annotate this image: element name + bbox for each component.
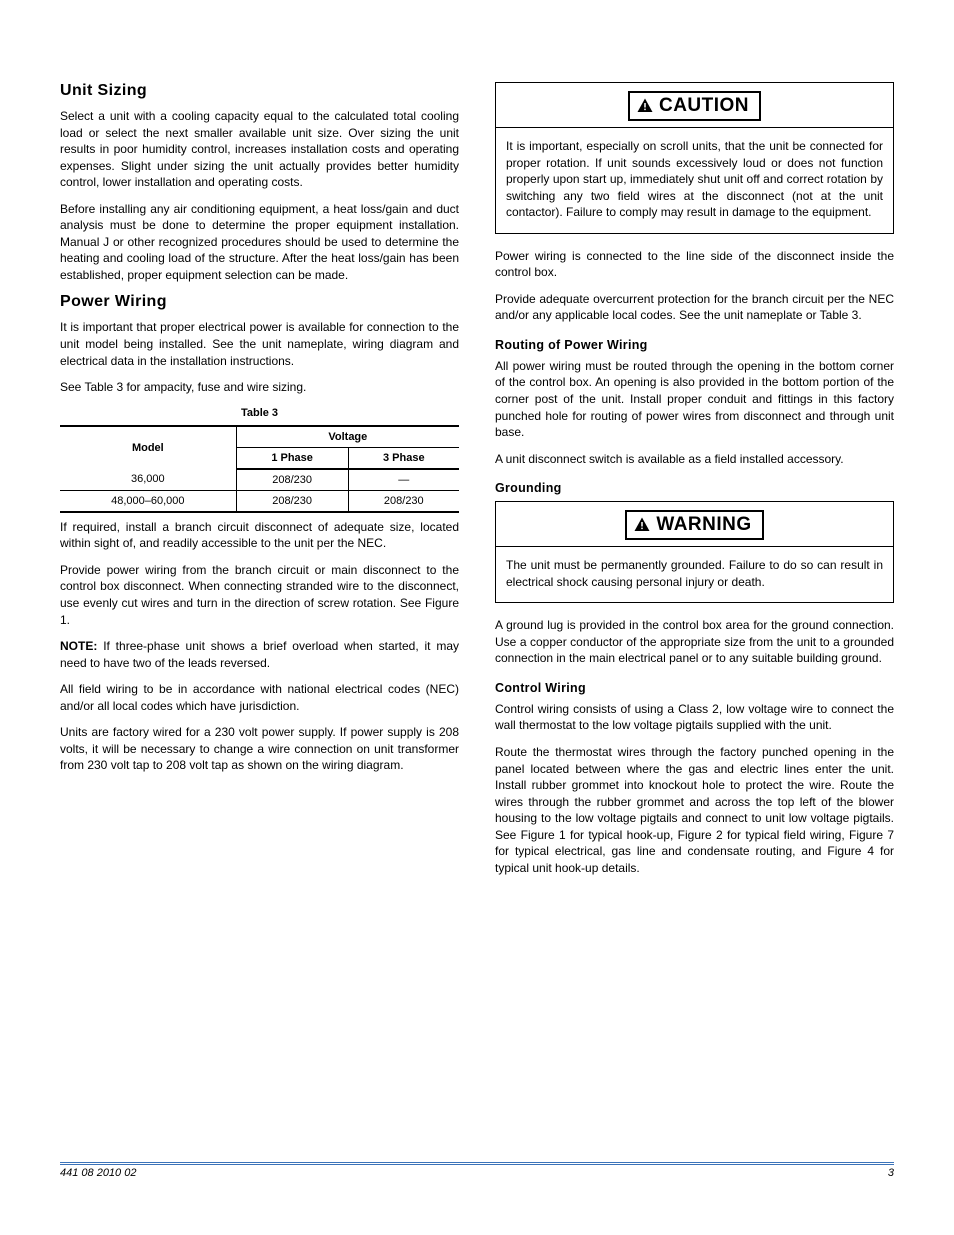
warning-triangle-icon [633, 516, 651, 534]
para-unit-sizing: Select a unit with a cooling capacity eq… [60, 108, 459, 191]
para-routing: All power wiring must be routed through … [495, 358, 894, 441]
para-field-wiring: All field wiring to be in accordance wit… [60, 681, 459, 714]
caution-box: CAUTION It is important, especially on s… [495, 82, 894, 234]
note-label: NOTE: [60, 639, 97, 653]
caution-header: CAUTION [496, 83, 893, 128]
caution-label: CAUTION [659, 95, 749, 117]
warning-body: The unit must be permanently grounded. F… [496, 547, 893, 602]
para-control-1: Control wiring consists of using a Class… [495, 701, 894, 734]
table-row: 48,000–60,000 208/230 208/230 [60, 490, 459, 512]
heading-power-wiring: Power Wiring [60, 293, 459, 311]
heading-grounding: Grounding [495, 481, 894, 495]
th-3phase: 3 Phase [348, 447, 459, 469]
page-footer: 441 08 2010 02 3 [60, 1162, 894, 1179]
footer-right: 3 [888, 1167, 894, 1179]
note-text: If three-phase unit shows a brief overlo… [60, 639, 459, 670]
left-column: Unit Sizing Select a unit with a cooling… [60, 82, 459, 886]
voltage-table: Model Voltage 1 Phase 3 Phase 36,000 208… [60, 425, 459, 513]
warning-triangle-icon [636, 97, 654, 115]
warning-label: WARNING [656, 514, 751, 536]
para-before-installing: Before installing any air conditioning e… [60, 201, 459, 284]
th-model: Model [60, 426, 236, 469]
td-1phase: 208/230 [236, 490, 348, 512]
two-column-layout: Unit Sizing Select a unit with a cooling… [60, 82, 894, 886]
warning-box: WARNING The unit must be permanently gro… [495, 501, 894, 603]
note-three-phase: NOTE: If three-phase unit shows a brief … [60, 638, 459, 671]
table-caption: Table 3 [60, 406, 459, 421]
td-model: 48,000–60,000 [60, 490, 236, 512]
para-power-from-disconnect: Power wiring is connected to the line si… [495, 248, 894, 281]
para-ground-lug: A ground lug is provided in the control … [495, 617, 894, 667]
para-provide-wiring: Provide power wiring from the branch cir… [60, 562, 459, 628]
td-1phase: 208/230 [236, 469, 348, 491]
heading-unit-sizing: Unit Sizing [60, 82, 459, 100]
para-control-2: Route the thermostat wires through the f… [495, 744, 894, 876]
para-if-required: If required, install a branch circuit di… [60, 519, 459, 552]
para-power-wiring: It is important that proper electrical p… [60, 319, 459, 369]
td-3phase: — [348, 469, 459, 491]
warning-header: WARNING [496, 502, 893, 547]
para-circuits: Units are factory wired for a 230 volt p… [60, 724, 459, 774]
heading-control: Control Wiring [495, 681, 894, 695]
caution-body: It is important, especially on scroll un… [496, 128, 893, 233]
heading-routing: Routing of Power Wiring [495, 338, 894, 352]
td-3phase: 208/230 [348, 490, 459, 512]
table-row: 36,000 208/230 — [60, 469, 459, 491]
page: Unit Sizing Select a unit with a cooling… [0, 0, 954, 1235]
para-see-table: See Table 3 for ampacity, fuse and wire … [60, 379, 459, 396]
th-voltage-group: Voltage [236, 426, 459, 448]
para-disconnect: A unit disconnect switch is available as… [495, 451, 894, 468]
para-overcurrent: Provide adequate overcurrent protection … [495, 291, 894, 324]
th-1phase: 1 Phase [236, 447, 348, 469]
right-column: CAUTION It is important, especially on s… [495, 82, 894, 886]
td-model: 36,000 [60, 469, 236, 491]
footer-left: 441 08 2010 02 [60, 1167, 136, 1179]
